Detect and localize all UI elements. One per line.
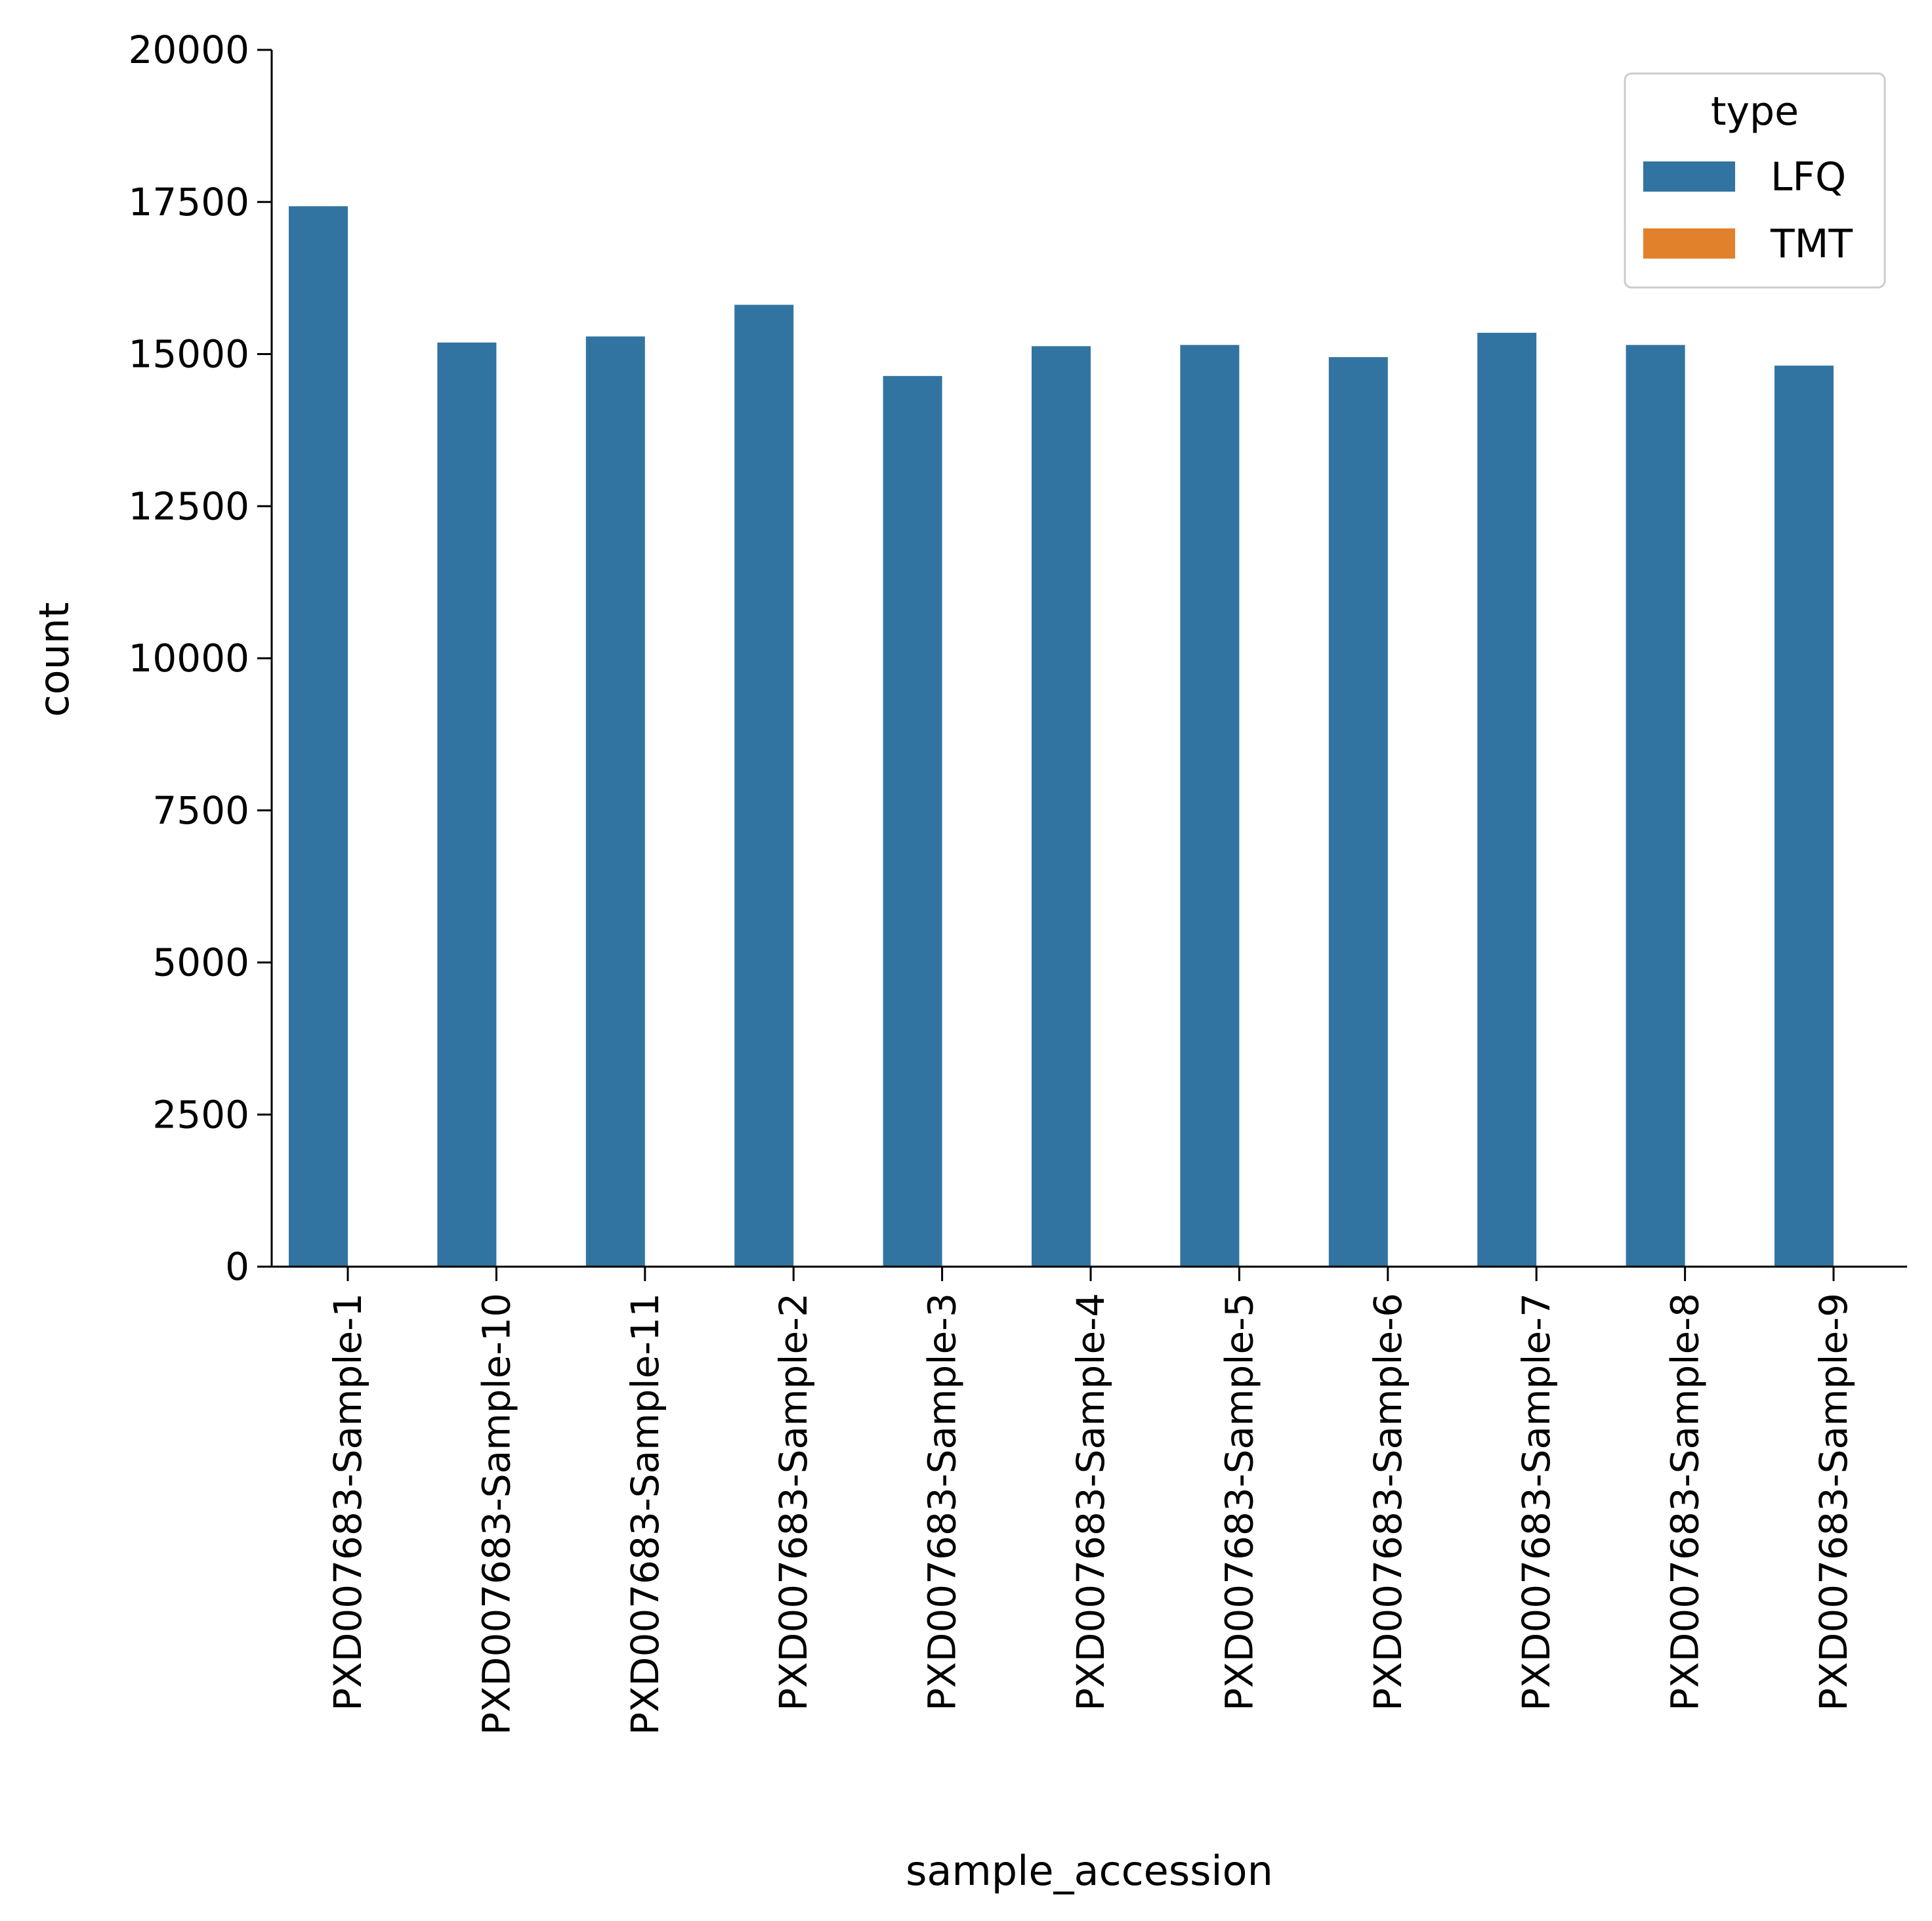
y-tick-label: 12500 xyxy=(128,484,249,528)
y-tick-label: 15000 xyxy=(128,332,249,377)
x-axis-label: sample_accession xyxy=(906,1847,1273,1895)
legend-title: type xyxy=(1711,89,1799,135)
bar-lfq-2 xyxy=(437,342,497,1267)
x-tick-label: PXD007683-Sample-4 xyxy=(1068,1293,1113,1711)
y-axis-label: count xyxy=(30,602,78,717)
x-tick-label: PXD007683-Sample-2 xyxy=(771,1293,816,1711)
legend-label-lfq: LFQ xyxy=(1771,154,1846,200)
legend-swatch-lfq xyxy=(1643,161,1735,192)
y-tick-label: 5000 xyxy=(152,940,249,985)
bar-lfq-9 xyxy=(1477,333,1537,1267)
legend-swatch-tmt xyxy=(1643,228,1735,259)
x-tick-label: PXD007683-Sample-3 xyxy=(920,1293,965,1711)
x-tick-label: PXD007683-Sample-6 xyxy=(1366,1293,1410,1711)
legend-label-tmt: TMT xyxy=(1770,221,1853,267)
bar-lfq-6 xyxy=(1032,346,1091,1267)
y-tick-label: 10000 xyxy=(128,636,249,681)
bar-lfq-5 xyxy=(883,375,942,1267)
bar-lfq-1 xyxy=(289,206,348,1267)
bar-lfq-11 xyxy=(1774,366,1834,1267)
x-tick-label: PXD007683-Sample-10 xyxy=(474,1293,518,1735)
y-tick-label: 7500 xyxy=(152,788,249,833)
y-tick-label: 2500 xyxy=(152,1092,249,1137)
bars-group xyxy=(289,206,1834,1267)
x-tick-label: PXD007683-Sample-5 xyxy=(1217,1293,1261,1711)
x-tick-label: PXD007683-Sample-7 xyxy=(1514,1293,1559,1711)
x-tick-label: PXD007683-Sample-8 xyxy=(1663,1293,1708,1711)
bar-lfq-8 xyxy=(1328,357,1388,1267)
x-ticks-group: PXD007683-Sample-1 PXD007683-Sample-10 PXD… xyxy=(326,1267,1856,1735)
y-tick-label: 17500 xyxy=(128,180,249,224)
bar-lfq-4 xyxy=(734,305,794,1267)
bar-lfq-10 xyxy=(1626,345,1685,1267)
y-tick-label: 0 xyxy=(225,1244,249,1289)
x-tick-label: PXD007683-Sample-9 xyxy=(1811,1293,1856,1711)
bar-lfq-7 xyxy=(1180,345,1240,1267)
x-tick-label: PXD007683-Sample-11 xyxy=(623,1293,667,1735)
bar-lfq-3 xyxy=(585,336,645,1267)
legend: type LFQ TMT xyxy=(1624,72,1886,289)
y-tick-label: 20000 xyxy=(128,28,249,72)
x-tick-label: PXD007683-Sample-1 xyxy=(326,1293,370,1711)
y-ticks-group: 0 2500 5000 7500 10000 12500 15000 17500 20000 xyxy=(128,28,272,1289)
